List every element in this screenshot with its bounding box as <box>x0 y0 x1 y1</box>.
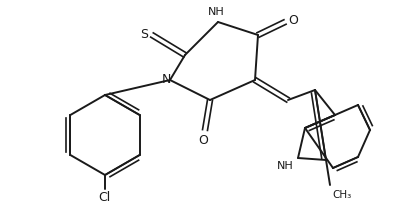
Text: N: N <box>162 73 171 85</box>
Text: O: O <box>198 134 208 147</box>
Text: O: O <box>288 14 298 27</box>
Text: NH: NH <box>208 7 225 17</box>
Text: S: S <box>140 27 148 41</box>
Text: Cl: Cl <box>98 191 110 204</box>
Text: NH: NH <box>277 161 294 171</box>
Text: CH₃: CH₃ <box>332 190 351 200</box>
